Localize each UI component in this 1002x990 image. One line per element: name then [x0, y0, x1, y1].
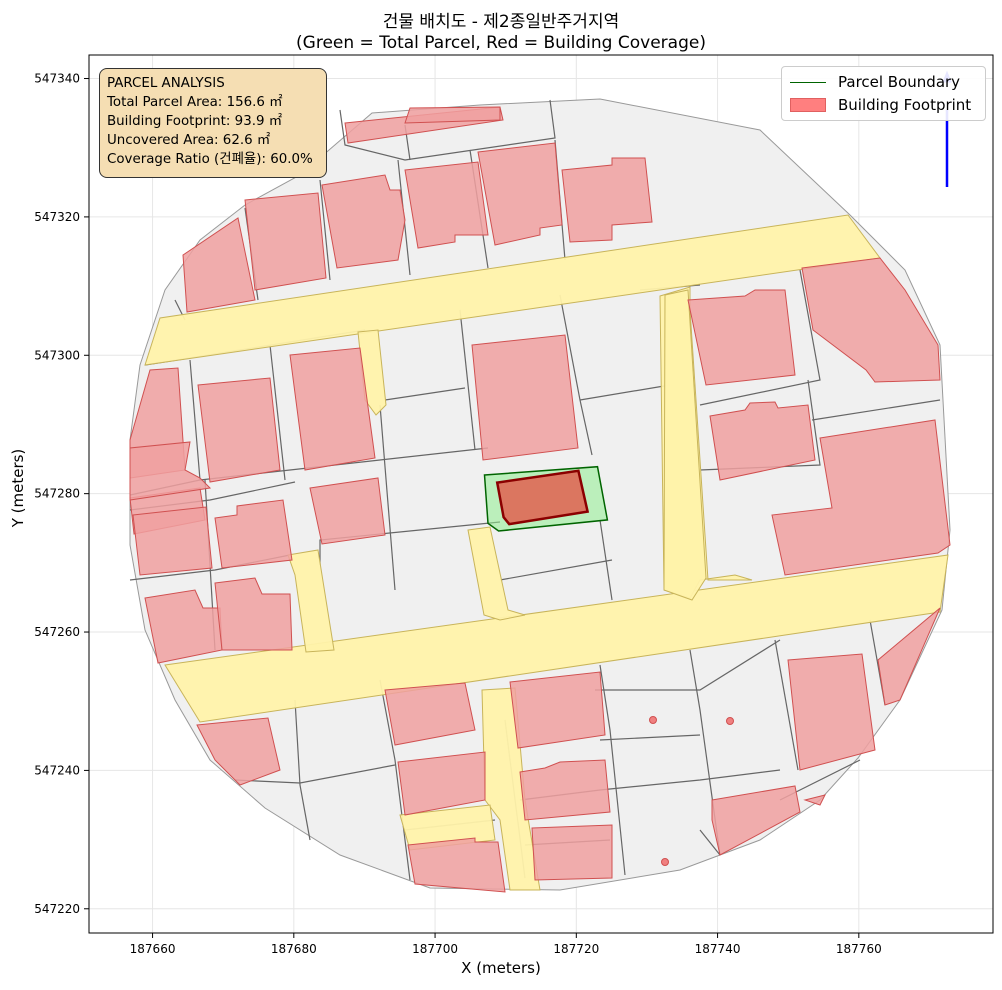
subject-building-polygon [495, 469, 590, 526]
analysis-total-area: Total Parcel Area: 156.6 ㎡ [107, 95, 283, 110]
parcel-analysis-box: PARCEL ANALYSIS Total Parcel Area: 156.6… [99, 68, 327, 178]
context-buildings [129, 106, 951, 893]
analysis-heading: PARCEL ANALYSIS [107, 76, 225, 91]
y-axis-ticks: 547220 547240 547260 547280 547300 547320 5473… [34, 72, 89, 916]
x-tick-label: 187740 [695, 942, 741, 956]
y-tick-label: 547300 [34, 348, 80, 362]
y-tick-label: 547220 [34, 902, 80, 916]
map-subtitle: (Green = Total Parcel, Red = Building Co… [296, 33, 706, 53]
y-tick-label: 547340 [34, 72, 80, 86]
legend-patch-swatch [790, 98, 826, 112]
x-tick-label: 187660 [130, 942, 176, 956]
legend-label: Parcel Boundary [838, 73, 961, 91]
x-tick-label: 187760 [836, 942, 882, 956]
x-axis-ticks: 187660 187680 187700 187720 187740 187760 [130, 933, 882, 956]
road-spur-west [287, 549, 335, 653]
legend: Parcel Boundary Building Footprint [781, 66, 986, 121]
analysis-coverage-ratio: Coverage Ratio (건폐율): 60.0% [107, 152, 313, 167]
x-axis-label: X (meters) [461, 959, 541, 977]
road-east-stem [663, 289, 707, 601]
analysis-uncovered-area: Uncovered Area: 62.6 ㎡ [107, 133, 271, 148]
roads [144, 214, 949, 891]
y-axis-label: Y (meters) [9, 448, 27, 528]
road-center [467, 526, 526, 621]
x-tick-label: 187700 [412, 942, 458, 956]
road-north [144, 214, 881, 366]
x-tick-label: 187680 [271, 942, 317, 956]
x-tick-label: 187720 [553, 942, 599, 956]
tree-markers [649, 716, 734, 866]
y-tick-label: 547320 [34, 210, 80, 224]
y-tick-label: 547240 [34, 763, 80, 777]
y-tick-label: 547280 [34, 487, 80, 501]
legend-label: Building Footprint [838, 96, 972, 114]
legend-line-swatch [790, 82, 826, 83]
map-title: 건물 배치도 - 제2종일반주거지역 [382, 12, 620, 32]
y-tick-label: 547260 [34, 625, 80, 639]
analysis-building-footprint: Building Footprint: 93.9 ㎡ [107, 114, 283, 129]
